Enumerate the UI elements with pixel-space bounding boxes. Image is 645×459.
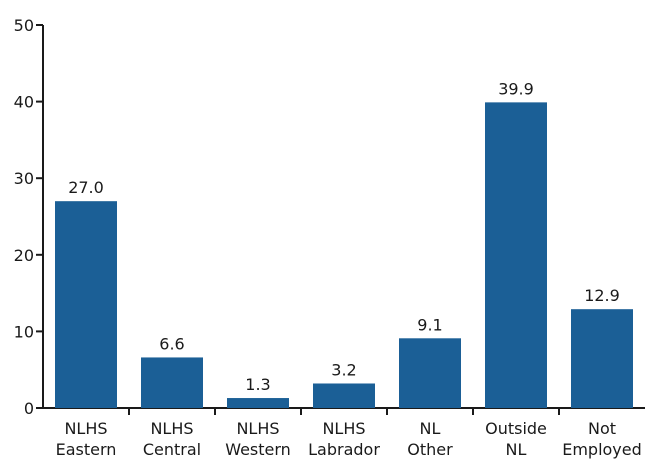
y-tick-label: 20: [14, 246, 34, 265]
x-axis: [43, 407, 645, 415]
category-label: Western: [225, 440, 291, 459]
data-label: 1.3: [245, 375, 270, 394]
y-tick-label: 40: [14, 93, 34, 112]
data-label: 3.2: [331, 360, 356, 379]
y-tick-label: 50: [14, 16, 34, 35]
category-labels: NLHS Eastern NLHS Central NLHS Western NLHS Lab…: [56, 419, 642, 459]
y-tick-label: 10: [14, 322, 34, 341]
bar: [55, 201, 117, 408]
category-label: Employed: [562, 440, 642, 459]
category-label: NLHS: [150, 419, 193, 438]
category-label: NL: [506, 440, 527, 459]
category-label: Labrador: [308, 440, 380, 459]
bar: [399, 338, 461, 408]
y-axis: 0 10 20 30 40 50: [14, 16, 44, 418]
category-label: Not: [588, 419, 616, 438]
bar: [485, 102, 547, 408]
data-label: 27.0: [68, 178, 104, 197]
category-label: Other: [407, 440, 453, 459]
data-label: 39.9: [498, 79, 534, 98]
y-tick-label: 30: [14, 169, 34, 188]
data-label: 12.9: [584, 286, 620, 305]
data-label: 9.1: [417, 315, 442, 334]
bar: [313, 383, 375, 408]
category-label: NLHS: [236, 419, 279, 438]
category-label: Outside: [485, 419, 547, 438]
data-labels: 27.0 6.6 1.3 3.2 9.1 39.9 12.9: [68, 79, 620, 394]
bars: [55, 102, 633, 408]
category-label: Eastern: [56, 440, 117, 459]
category-label: NLHS: [64, 419, 107, 438]
category-label: Central: [143, 440, 201, 459]
bar: [227, 398, 289, 408]
bar: [141, 357, 203, 408]
bar: [571, 309, 633, 408]
data-label: 6.6: [159, 334, 184, 353]
y-tick-label: 0: [24, 399, 34, 418]
category-label: NL: [420, 419, 441, 438]
category-label: NLHS: [322, 419, 365, 438]
